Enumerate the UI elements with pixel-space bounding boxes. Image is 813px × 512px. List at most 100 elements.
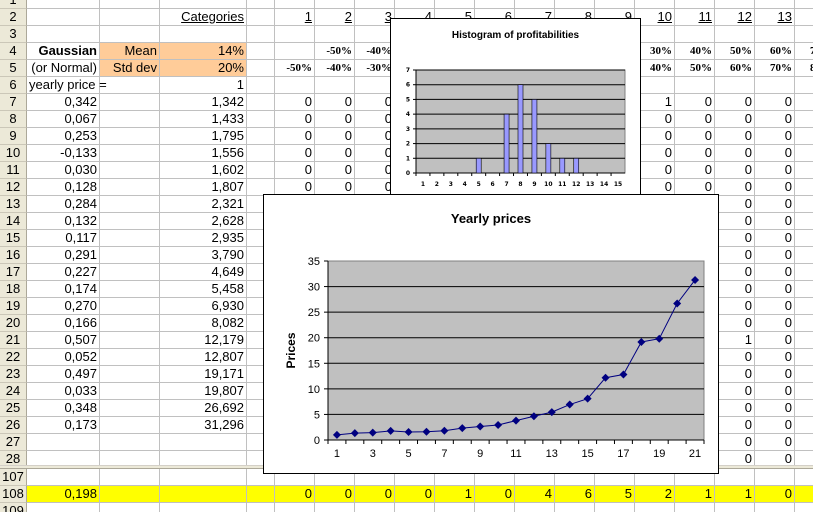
cell[interactable] (795, 0, 813, 9)
category-number[interactable]: 2 (315, 9, 355, 26)
row-header[interactable]: 8 (0, 111, 27, 128)
cell[interactable] (27, 9, 100, 26)
cell[interactable] (795, 77, 813, 94)
cell[interactable] (355, 77, 395, 94)
category-number[interactable]: 11 (675, 9, 715, 26)
cell[interactable] (100, 77, 160, 94)
yearly-price-label[interactable]: yearly price = (27, 77, 107, 94)
bin-indicator[interactable]: 0 (715, 264, 755, 281)
bin-count[interactable]: 2 (635, 486, 675, 503)
bin-indicator[interactable]: 0 (715, 434, 755, 451)
mean-label[interactable]: Mean (100, 43, 160, 60)
gaussian-label[interactable]: Gaussian (27, 43, 100, 60)
cell[interactable] (715, 503, 755, 512)
cell[interactable] (27, 469, 100, 486)
std-dev-input[interactable]: 20% (160, 60, 247, 77)
cell[interactable] (100, 349, 160, 366)
return-value[interactable]: 0,227 (27, 264, 100, 281)
cell[interactable] (675, 0, 715, 9)
bin-indicator[interactable]: 1 (715, 332, 755, 349)
cell[interactable] (795, 281, 813, 298)
cell[interactable] (100, 383, 160, 400)
cell[interactable] (100, 332, 160, 349)
cell[interactable] (247, 503, 275, 512)
category-number[interactable]: 13 (755, 9, 795, 26)
price-value[interactable]: 1,342 (160, 94, 247, 111)
row-header[interactable]: 24 (0, 383, 27, 400)
cell[interactable] (160, 486, 247, 503)
bin-indicator[interactable]: 0 (755, 196, 795, 213)
cell[interactable] (395, 503, 435, 512)
mean-input[interactable]: 14% (160, 43, 247, 60)
row-header[interactable]: 14 (0, 213, 27, 230)
bin-upper-bound[interactable]: 60% (715, 60, 755, 77)
cell[interactable] (247, 60, 275, 77)
average-return[interactable]: 0,198 (27, 486, 100, 503)
bin-indicator[interactable]: 0 (715, 417, 755, 434)
bin-indicator[interactable]: 0 (275, 111, 315, 128)
bin-indicator[interactable]: 0 (355, 111, 395, 128)
row-header[interactable]: 25 (0, 400, 27, 417)
cell[interactable] (247, 128, 275, 145)
price-value[interactable]: 2,628 (160, 213, 247, 230)
cell[interactable] (355, 503, 395, 512)
bin-count[interactable]: 0 (275, 486, 315, 503)
bin-indicator[interactable]: 0 (315, 145, 355, 162)
bin-indicator[interactable]: 0 (275, 128, 315, 145)
cell[interactable] (715, 26, 755, 43)
return-value[interactable]: 0,166 (27, 315, 100, 332)
cell[interactable] (715, 77, 755, 94)
cell[interactable] (795, 434, 813, 451)
bin-indicator[interactable]: 0 (755, 264, 795, 281)
cell[interactable] (515, 503, 555, 512)
price-value[interactable]: 1,556 (160, 145, 247, 162)
cell[interactable] (315, 0, 355, 9)
bin-indicator[interactable]: 0 (675, 162, 715, 179)
cell[interactable] (795, 213, 813, 230)
bin-indicator[interactable]: 0 (715, 162, 755, 179)
bin-count[interactable]: 0 (475, 486, 515, 503)
row-header[interactable]: 109 (0, 503, 27, 512)
cell[interactable] (675, 26, 715, 43)
cell[interactable] (395, 0, 435, 9)
cell[interactable] (100, 503, 160, 512)
bin-indicator[interactable]: 0 (355, 128, 395, 145)
cell[interactable] (100, 417, 160, 434)
cell[interactable] (755, 469, 795, 486)
cell[interactable] (675, 469, 715, 486)
cell[interactable] (100, 213, 160, 230)
row-header[interactable]: 19 (0, 298, 27, 315)
cell[interactable] (160, 503, 247, 512)
cell[interactable] (27, 0, 100, 9)
cell[interactable] (100, 366, 160, 383)
bin-lower-bound[interactable]: -40% (355, 43, 395, 60)
cell[interactable] (315, 26, 355, 43)
row-header[interactable]: 108 (0, 486, 27, 503)
bin-count[interactable]: 4 (515, 486, 555, 503)
cell[interactable] (247, 469, 275, 486)
cell[interactable] (100, 128, 160, 145)
bin-indicator[interactable]: 0 (315, 111, 355, 128)
return-value[interactable]: 0,291 (27, 247, 100, 264)
bin-indicator[interactable]: 0 (315, 128, 355, 145)
bin-lower-bound[interactable]: 60% (755, 43, 795, 60)
cell[interactable] (635, 0, 675, 9)
bin-indicator[interactable]: 0 (715, 366, 755, 383)
bin-indicator[interactable]: 0 (635, 111, 675, 128)
cell[interactable] (795, 315, 813, 332)
cell[interactable] (475, 0, 515, 9)
return-value[interactable]: 0,284 (27, 196, 100, 213)
normal-label[interactable]: (or Normal) (27, 60, 100, 77)
cell[interactable] (27, 503, 100, 512)
price-value[interactable]: 1,795 (160, 128, 247, 145)
cell[interactable] (247, 26, 275, 43)
bin-indicator[interactable]: 0 (755, 145, 795, 162)
return-value[interactable]: 0,128 (27, 179, 100, 196)
bin-count[interactable]: 1 (435, 486, 475, 503)
bin-indicator[interactable]: 0 (755, 179, 795, 196)
bin-lower-bound[interactable]: 50% (715, 43, 755, 60)
bin-indicator[interactable]: 0 (675, 128, 715, 145)
row-header[interactable]: 12 (0, 179, 27, 196)
bin-indicator[interactable]: 0 (675, 111, 715, 128)
cell[interactable] (100, 400, 160, 417)
